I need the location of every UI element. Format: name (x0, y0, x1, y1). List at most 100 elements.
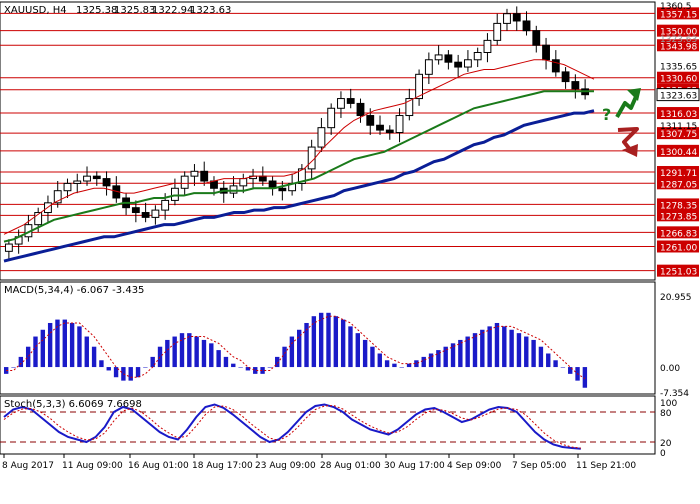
x-axis: 8 Aug 2017 11 Aug 09:00 16 Aug 01:00 18 Aug… (2, 454, 636, 471)
macd-bar (546, 353, 551, 368)
stoch-header: Stoch(5,3,3) 6.6069 7.6698 (4, 399, 142, 410)
macd-bar (297, 329, 302, 368)
macd-bar (348, 326, 353, 368)
macd-bar (113, 367, 119, 378)
macd-bar (106, 367, 111, 371)
price-header-open: 1325.38 (76, 5, 117, 16)
macd-bar (194, 336, 199, 368)
macd-bar (99, 360, 104, 368)
macd-bar (480, 329, 485, 368)
candle-body (376, 124, 384, 131)
macd-bar (179, 333, 185, 368)
candle-body (356, 102, 365, 117)
candle-body (83, 175, 91, 182)
level-label: 1273.85 (660, 212, 697, 222)
x-tick-label: 16 Aug 01:00 (128, 461, 189, 471)
macd-bar (47, 322, 53, 368)
macd-bar (458, 339, 463, 368)
macd-bar (392, 363, 397, 368)
candle-body (317, 127, 326, 148)
macd-bar (187, 333, 192, 368)
candle-body (454, 61, 463, 68)
macd-bar (84, 336, 89, 368)
macd-signal-line (6, 315, 586, 380)
candle-body (522, 20, 531, 32)
level-label: 1287.05 (660, 180, 697, 190)
macd-layer: 20.955 0.00 -7.354 (4, 293, 692, 399)
candle-body (463, 59, 472, 68)
down-arrow-head-icon (622, 144, 638, 157)
candle-body (571, 81, 580, 90)
level-label-box (657, 264, 699, 277)
level-label: 1316.03 (660, 110, 697, 120)
macd-bar (223, 356, 229, 368)
macd-bar (333, 316, 339, 368)
x-tick-label: 30 Aug 17:00 (384, 461, 445, 471)
hidden-price-label: 1323.63 (660, 35, 697, 45)
macd-bar (253, 367, 258, 374)
level-label-box (657, 144, 699, 157)
candle-body (434, 54, 443, 61)
x-tick-label: 18 Aug 17:00 (192, 461, 253, 471)
price-labels-layer: 1357.151350.001343.981330.601325.651316.… (656, 2, 700, 278)
candle-body (532, 30, 541, 46)
macd-bar (524, 336, 529, 368)
level-label-box (657, 127, 699, 140)
level-label-box (657, 39, 699, 52)
candle-body (297, 168, 306, 184)
macd-bar (531, 339, 536, 368)
macd-bar (231, 363, 236, 368)
level-label-box (657, 71, 699, 84)
candle-body (473, 51, 482, 61)
moving-average-ma_slow (3, 109, 595, 263)
candle-body (444, 54, 453, 63)
macd-axis-label: 0.00 (660, 364, 680, 374)
macd-bar (553, 360, 558, 368)
stoch-axis-label: 80 (660, 409, 672, 419)
candle-body (141, 212, 150, 218)
candle-body (180, 175, 189, 189)
macd-bar (370, 346, 375, 368)
macd-bar (209, 343, 214, 368)
macd-bar (384, 360, 390, 368)
macd-bar (450, 343, 456, 368)
level-label-box (657, 177, 699, 190)
macd-bar (157, 346, 163, 368)
macd-bar (55, 319, 60, 368)
macd-bar (267, 367, 273, 368)
macd-bar (399, 367, 404, 368)
candle-body (131, 207, 140, 214)
annotation-arrows: ? (602, 88, 641, 157)
price-header-high: 1325.83 (114, 5, 155, 16)
question-mark-icon: ? (602, 105, 611, 124)
candle-body (229, 185, 238, 194)
macd-bar (62, 319, 67, 368)
level-label-box (657, 107, 699, 120)
macd-bar (245, 367, 251, 371)
candle-body (415, 73, 424, 100)
candle-body (34, 212, 43, 226)
level-label-box (657, 166, 699, 179)
macd-bar (362, 339, 368, 368)
macd-bar (143, 367, 148, 368)
macd-axis-label: 20.955 (660, 293, 692, 303)
macd-bar (69, 322, 75, 368)
stoch-d-line (3, 404, 581, 449)
current-price-label: 1323.63 (660, 92, 697, 102)
candle-body (170, 187, 179, 201)
macd-bar (326, 312, 331, 368)
candle-body (346, 98, 355, 104)
level-label: 1300.44 (660, 148, 697, 158)
level-label-box (657, 240, 699, 253)
macd-bar (421, 356, 426, 368)
candle-body (424, 59, 433, 75)
price-tick-label: 1335.65 (660, 62, 697, 72)
macd-bar (260, 367, 265, 374)
macd-bar (135, 367, 141, 378)
macd-bar (165, 339, 170, 368)
candle-body (278, 187, 287, 192)
macd-bar (40, 329, 46, 368)
level-label: 1350.00 (660, 28, 697, 38)
